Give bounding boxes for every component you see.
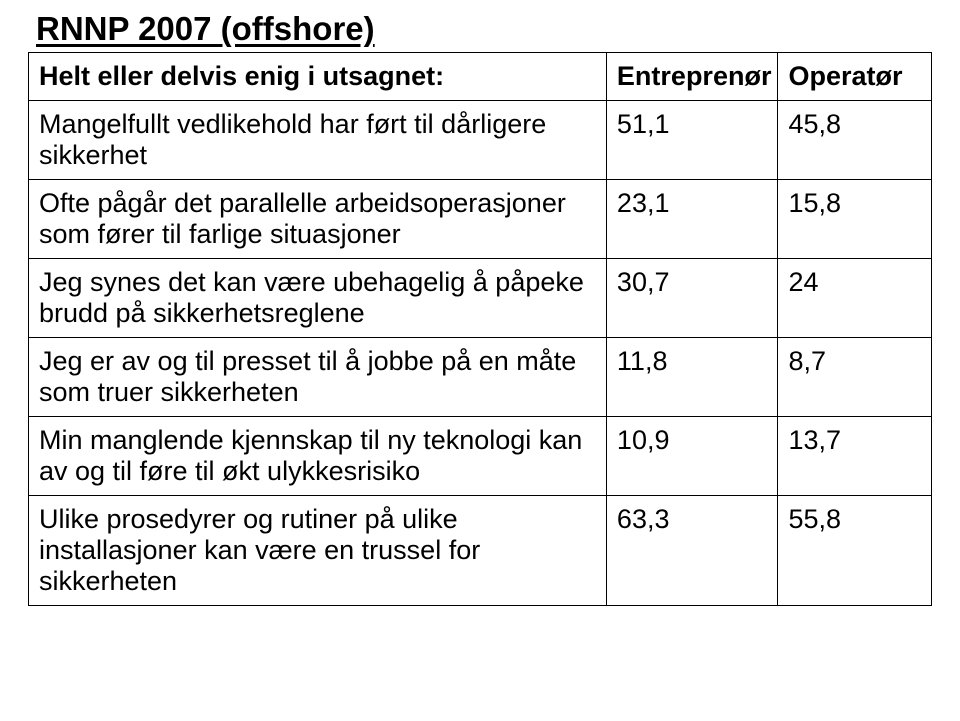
table-row: Jeg er av og til presset til å jobbe på …: [29, 338, 932, 417]
cell-operator: 24: [778, 259, 932, 338]
table-row: Ofte pågår det parallelle arbeidsoperasj…: [29, 180, 932, 259]
cell-operator: 55,8: [778, 496, 932, 606]
cell-statement: Min manglende kjennskap til ny teknologi…: [29, 417, 607, 496]
table-row: Mangelfullt vedlikehold har ført til dår…: [29, 101, 932, 180]
table-header-row: Helt eller delvis enig i utsagnet: Entre…: [29, 53, 932, 101]
cell-entreprenor: 11,8: [606, 338, 778, 417]
cell-operator: 15,8: [778, 180, 932, 259]
cell-entreprenor: 63,3: [606, 496, 778, 606]
col-header-entreprenor: Entreprenør: [606, 53, 778, 101]
col-header-operator: Operatør: [778, 53, 932, 101]
cell-statement: Ofte pågår det parallelle arbeidsoperasj…: [29, 180, 607, 259]
cell-statement: Jeg synes det kan være ubehagelig å påpe…: [29, 259, 607, 338]
data-table: Helt eller delvis enig i utsagnet: Entre…: [28, 52, 932, 606]
cell-operator: 8,7: [778, 338, 932, 417]
col-header-statement: Helt eller delvis enig i utsagnet:: [29, 53, 607, 101]
cell-statement: Mangelfullt vedlikehold har ført til dår…: [29, 101, 607, 180]
page-title: RNNP 2007 (offshore): [36, 10, 932, 48]
cell-operator: 45,8: [778, 101, 932, 180]
cell-operator: 13,7: [778, 417, 932, 496]
cell-statement: Ulike prosedyrer og rutiner på ulike ins…: [29, 496, 607, 606]
cell-statement: Jeg er av og til presset til å jobbe på …: [29, 338, 607, 417]
table-row: Ulike prosedyrer og rutiner på ulike ins…: [29, 496, 932, 606]
table-row: Min manglende kjennskap til ny teknologi…: [29, 417, 932, 496]
cell-entreprenor: 10,9: [606, 417, 778, 496]
cell-entreprenor: 30,7: [606, 259, 778, 338]
table-row: Jeg synes det kan være ubehagelig å påpe…: [29, 259, 932, 338]
cell-entreprenor: 23,1: [606, 180, 778, 259]
cell-entreprenor: 51,1: [606, 101, 778, 180]
page: RNNP 2007 (offshore) Helt eller delvis e…: [0, 0, 960, 721]
